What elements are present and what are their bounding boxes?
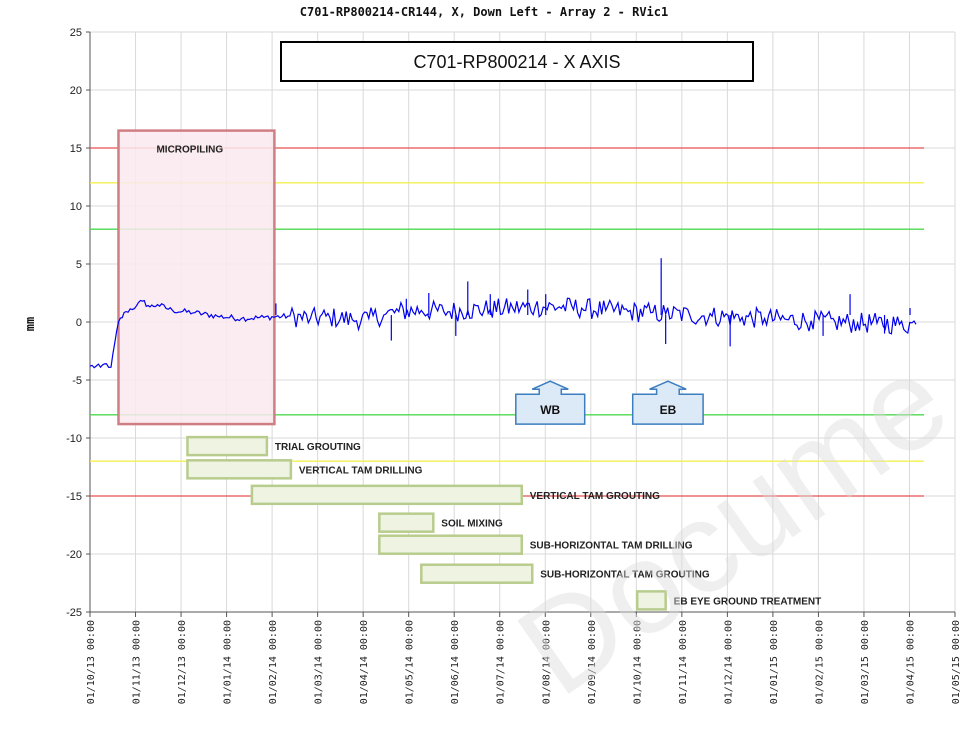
x-tick-label: 01/02/15 00:00 [814, 620, 825, 704]
series [89, 258, 917, 369]
y-axis-label: mm [23, 317, 37, 331]
x-tick-label: 01/01/14 00:00 [223, 620, 234, 704]
x-tick-label: 01/06/14 00:00 [450, 620, 461, 704]
series-line [89, 297, 917, 369]
activity-label: SUB-HORIZONTAL TAM DRILLING [530, 541, 693, 552]
y-tick-label: -10 [66, 433, 82, 445]
y-tick-label: 0 [76, 317, 82, 329]
event-arrows: WB EB [515, 380, 704, 425]
x-tick-label: 01/09/14 00:00 [587, 620, 598, 704]
y-tick-label: 10 [70, 201, 82, 213]
x-tick-label: 01/02/14 00:00 [268, 620, 279, 704]
activity-bar [378, 512, 435, 533]
x-tick-label: 01/01/15 00:00 [769, 620, 780, 704]
x-tick-labels: 01/10/13 00:00 01/11/13 00:00 01/12/13 00:… [86, 612, 962, 704]
y-tick-label: -20 [66, 549, 82, 561]
activity-bar [186, 459, 293, 480]
x-tick-label: 01/10/14 00:00 [632, 620, 643, 704]
activity-label: SUB-HORIZONTAL TAM GROUTING [540, 570, 710, 581]
chart-title: C701-RP800214-CR144, X, Down Left - Arra… [300, 5, 668, 19]
x-tick-label: 01/12/14 00:00 [723, 620, 734, 704]
event-arrow-label: WB [540, 403, 560, 417]
x-tick-label: 01/05/14 00:00 [405, 620, 416, 704]
y-tick-label: 5 [76, 259, 82, 271]
x-tick-label: 01/05/15 00:00 [951, 620, 962, 704]
y-tick-label: 20 [70, 85, 82, 97]
axis-title-box-label: C701-RP800214 - X AXIS [413, 52, 620, 72]
micropiling-label: MICROPILING [156, 145, 223, 156]
x-tick-label: 01/11/13 00:00 [132, 620, 143, 704]
x-tick-label: 01/12/13 00:00 [177, 620, 188, 704]
x-tick-label: 01/03/15 00:00 [860, 620, 871, 704]
activity-bar [635, 590, 667, 611]
event-arrow [631, 380, 704, 425]
micropiling-region: MICROPILING [117, 129, 276, 426]
x-tick-label: 01/08/14 00:00 [541, 620, 552, 704]
activity-bar [186, 435, 269, 457]
activity-label: VERTICAL TAM DRILLING [299, 465, 423, 476]
y-tick-label: 15 [70, 143, 82, 155]
event-arrow [515, 380, 586, 425]
micropiling-box [117, 129, 276, 426]
activity-label: SOIL MIXING [441, 519, 503, 530]
x-tick-label: 01/10/13 00:00 [86, 620, 97, 704]
y-tick-label: -5 [72, 375, 82, 387]
activity-label: EB EYE GROUND TREATMENT [674, 596, 822, 607]
x-tick-label: 01/03/14 00:00 [314, 620, 325, 704]
activity-bar [378, 534, 524, 555]
x-tick-label: 01/04/14 00:00 [359, 620, 370, 704]
axis-title-box [280, 41, 754, 82]
activity-bars: TRIAL GROUTING VERTICAL TAM DRILLING VERTI… [186, 435, 822, 611]
x-tick-label: 01/04/15 00:00 [905, 620, 916, 704]
y-tick-label: 25 [70, 27, 82, 39]
y-tick-label: -15 [66, 491, 82, 503]
activity-bar [250, 484, 524, 506]
y-tick-labels: 25 20 15 10 5 0 -5 -10 -15 -20 -25 [66, 27, 90, 619]
x-tick-label: 01/07/14 00:00 [496, 620, 507, 704]
activity-label: VERTICAL TAM GROUTING [530, 491, 660, 502]
activity-label: TRIAL GROUTING [275, 442, 361, 453]
x-tick-label: 01/11/14 00:00 [678, 620, 689, 704]
activity-bar [420, 563, 534, 584]
y-tick-label: -25 [66, 607, 82, 619]
event-arrow-label: EB [660, 403, 677, 417]
